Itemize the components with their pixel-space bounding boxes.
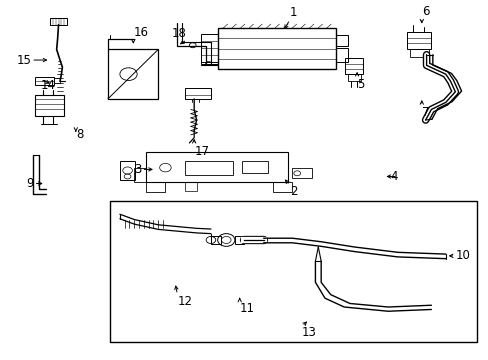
- Text: 3: 3: [134, 163, 141, 176]
- Bar: [218, 28, 335, 69]
- Text: 4: 4: [389, 170, 397, 183]
- Text: 15: 15: [16, 54, 31, 67]
- Bar: [345, 58, 363, 74]
- Bar: [273, 182, 292, 192]
- Text: 11: 11: [239, 302, 254, 315]
- Text: 6: 6: [421, 5, 428, 18]
- Text: 5: 5: [356, 78, 364, 91]
- Bar: [120, 161, 135, 180]
- Bar: [134, 168, 146, 182]
- Bar: [407, 32, 430, 49]
- Text: 16: 16: [133, 26, 148, 39]
- Bar: [184, 88, 210, 99]
- Text: 7: 7: [421, 106, 428, 119]
- Bar: [335, 48, 347, 62]
- Bar: [234, 236, 244, 244]
- Text: 14: 14: [41, 80, 56, 93]
- Text: 8: 8: [76, 128, 83, 141]
- Bar: [35, 77, 54, 85]
- Bar: [201, 33, 218, 64]
- Bar: [184, 182, 196, 190]
- Bar: [335, 35, 347, 46]
- Bar: [146, 182, 165, 192]
- Bar: [242, 161, 268, 173]
- Text: 17: 17: [194, 145, 209, 158]
- Bar: [184, 161, 232, 175]
- Text: 13: 13: [302, 327, 316, 339]
- Bar: [110, 201, 476, 342]
- Text: 9: 9: [26, 177, 34, 190]
- Bar: [409, 49, 428, 57]
- Text: 12: 12: [177, 294, 192, 308]
- Bar: [292, 168, 311, 178]
- Bar: [347, 74, 360, 81]
- Text: 10: 10: [454, 249, 469, 262]
- Bar: [146, 152, 287, 182]
- Text: 18: 18: [172, 27, 186, 40]
- Bar: [35, 95, 64, 117]
- Text: 2: 2: [289, 185, 297, 198]
- Bar: [210, 236, 220, 244]
- Text: 1: 1: [289, 6, 297, 19]
